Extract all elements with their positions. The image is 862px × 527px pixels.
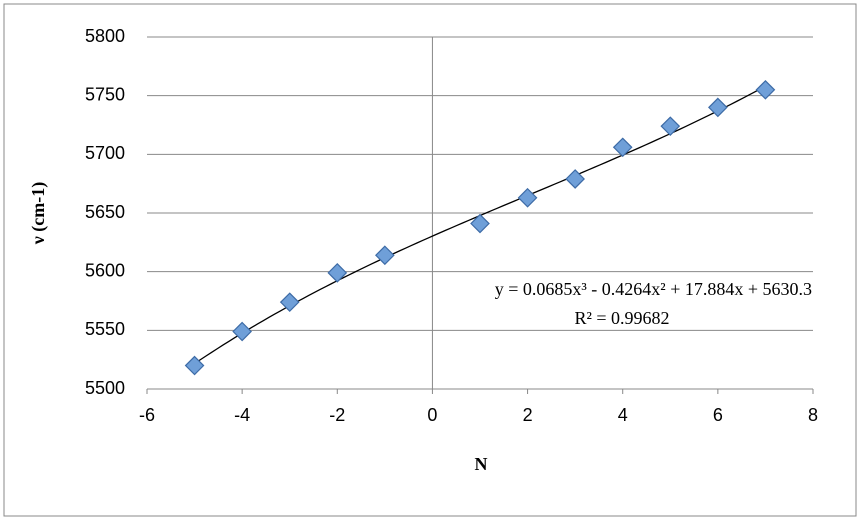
data-point [708, 97, 728, 118]
x-tick-label: -2 [329, 405, 345, 425]
y-tick-label: 5750 [85, 84, 125, 104]
x-tick-label: -6 [139, 405, 155, 425]
data-point [565, 169, 585, 189]
y-tick-label: 5500 [85, 378, 125, 398]
trendline-r-squared: R² = 0.99682 [574, 308, 669, 328]
y-tick-label: 5650 [85, 202, 125, 222]
data-point [755, 79, 776, 100]
x-tick-label: -4 [234, 405, 250, 425]
x-tick-label: 0 [427, 405, 437, 425]
data-point [184, 355, 205, 376]
y-tick-label: 5600 [85, 260, 125, 280]
y-axis-label: ν (cm-1) [28, 182, 49, 246]
data-point [375, 245, 395, 266]
x-tick-label: 4 [618, 405, 628, 425]
data-point [612, 137, 633, 158]
x-tick-label: 2 [523, 405, 533, 425]
data-point [517, 187, 538, 208]
data-point [232, 321, 252, 342]
x-axis-label: N [475, 454, 488, 474]
data-point [660, 116, 681, 137]
data-point [279, 292, 300, 313]
data-point [327, 262, 348, 283]
x-tick-label: 8 [808, 405, 818, 425]
y-tick-label: 5550 [85, 319, 125, 339]
y-tick-label: 5800 [85, 26, 125, 46]
chart-border [3, 3, 857, 517]
x-tick-label: 6 [713, 405, 723, 425]
data-point [470, 213, 490, 234]
y-tick-label: 5700 [85, 143, 125, 163]
trendline-equation: y = 0.0685x³ - 0.4264x² + 17.884x + 5630… [495, 279, 812, 299]
